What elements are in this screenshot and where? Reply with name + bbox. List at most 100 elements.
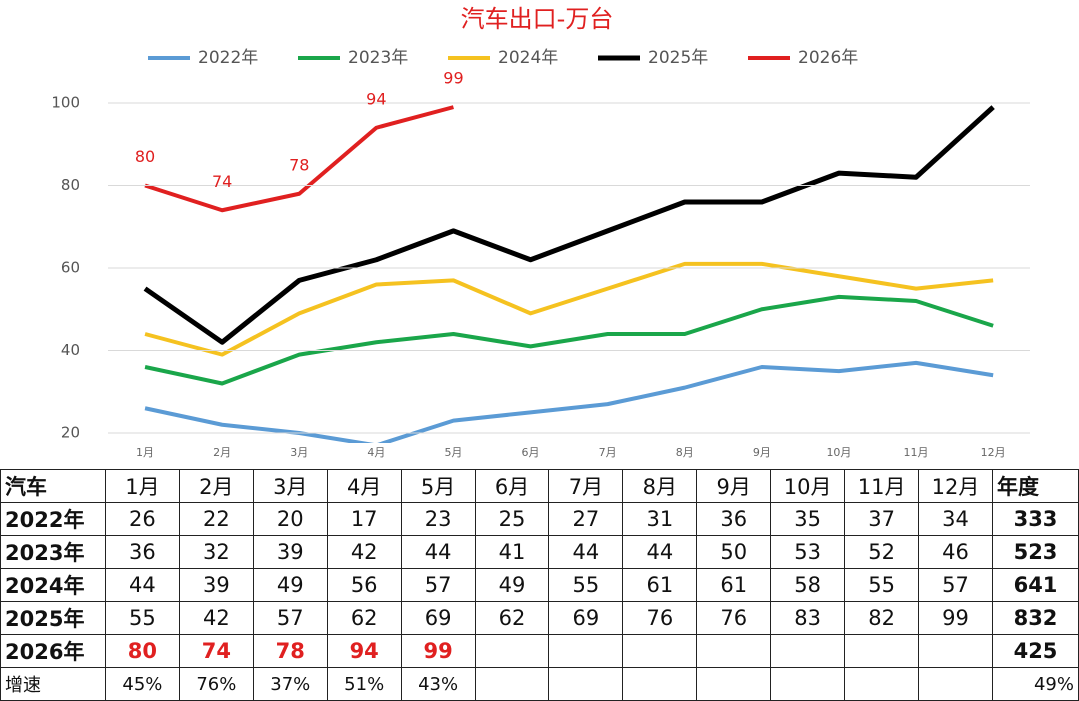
table-cell (918, 667, 993, 701)
table-cell: 4月 (326, 469, 402, 503)
series-line (143, 105, 995, 345)
table-cell: 69 (548, 601, 624, 635)
table-row: 2026年 80 74 78 94 99 425 (0, 634, 1079, 668)
table-cell: 82 (844, 601, 920, 635)
table-cell: 52 (844, 535, 920, 569)
table-cell: 49 (474, 568, 550, 602)
x-tick-label: 3月 (290, 446, 308, 459)
table-cell: 80 (104, 634, 180, 668)
y-tick-label: 100 (51, 94, 80, 112)
table-cell: 7月 (548, 469, 624, 503)
table-cell: 17 (326, 502, 402, 536)
y-tick-label: 80 (61, 176, 80, 194)
table-cell: 39 (252, 535, 328, 569)
table-cell (844, 634, 920, 668)
table-cell (696, 667, 772, 701)
table-cell: 36 (696, 502, 772, 536)
table-cell: 37 (844, 502, 920, 536)
table-cell: 76 (696, 601, 772, 635)
y-tick-label: 40 (61, 341, 80, 359)
table-cell: 5月 (400, 469, 476, 503)
table-cell: 8月 (622, 469, 698, 503)
table-cell: 31 (622, 502, 698, 536)
data-table: 汽车 1月 2月 3月 4月 5月 6月 7月 8月 9月 10月 11月 12月 年度 2022年 26 22… (0, 469, 1079, 701)
table-cell: 11月 (844, 469, 920, 503)
table-cell: 44 (622, 535, 698, 569)
table-cell: 22 (178, 502, 254, 536)
table-cell: 57 (918, 568, 993, 602)
table-cell: 10月 (770, 469, 846, 503)
table-cell: 333 (992, 502, 1079, 536)
legend-label: 2024年 (498, 48, 558, 68)
table-row: 增速 45% 76% 37% 51% 43% 49% (0, 667, 1079, 701)
table-cell (622, 667, 698, 701)
table-cell: 69 (400, 601, 476, 635)
table-cell: 26 (104, 502, 180, 536)
y-tick-label: 20 (61, 424, 80, 442)
table-row: 2022年 26 22 20 17 23 25 27 31 36 35 37 34 333 (0, 502, 1079, 536)
table-cell: 增速 (0, 667, 106, 701)
legend-label: 2025年 (648, 48, 708, 68)
table-cell: 49% (992, 667, 1079, 701)
table-cell: 6月 (474, 469, 550, 503)
legend-label: 2026年 (798, 48, 858, 68)
table-cell: 年度 (992, 469, 1079, 503)
x-tick-label: 7月 (599, 446, 617, 459)
table-row: 2024年 44 39 49 56 57 49 55 61 61 58 55 57 641 (0, 568, 1079, 602)
x-tick-label: 8月 (676, 446, 694, 459)
table-cell (918, 634, 993, 668)
table-cell (548, 667, 624, 701)
table-cell: 523 (992, 535, 1079, 569)
table-cell: 57 (400, 568, 476, 602)
table-cell: 61 (622, 568, 698, 602)
table-cell: 2025年 (0, 601, 106, 635)
table-cell: 2022年 (0, 502, 106, 536)
legend-label: 2023年 (348, 48, 408, 68)
table-cell: 39 (178, 568, 254, 602)
table-cell: 1月 (104, 469, 180, 503)
table-cell: 45% (104, 667, 180, 701)
table-cell: 832 (992, 601, 1079, 635)
data-label: 99 (443, 69, 463, 88)
table-row: 汽车 1月 2月 3月 4月 5月 6月 7月 8月 9月 10月 11月 12月 年度 (0, 469, 1079, 503)
table-cell (622, 634, 698, 668)
data-label: 74 (212, 172, 232, 191)
chart: 汽车出口-万台 20 40 60 80 100 1月 2月 3月 4月 5月 6月 7月 8月 9月 10月… (51, 5, 1030, 459)
table-cell: 25 (474, 502, 550, 536)
x-tick-label: 5月 (444, 446, 462, 459)
table-cell (770, 634, 846, 668)
table-cell: 57 (252, 601, 328, 635)
table-cell (548, 634, 624, 668)
x-tick-label: 10月 (826, 446, 851, 459)
table-cell: 42 (178, 601, 254, 635)
table-cell: 23 (400, 502, 476, 536)
table-cell: 99 (400, 634, 476, 668)
table-cell: 94 (326, 634, 402, 668)
table-cell: 641 (992, 568, 1079, 602)
x-tick-label: 11月 (904, 446, 929, 459)
table-cell: 62 (474, 601, 550, 635)
table-cell: 56 (326, 568, 402, 602)
table-cell: 3月 (252, 469, 328, 503)
table-cell: 74 (178, 634, 254, 668)
table-cell (474, 634, 550, 668)
table-cell: 53 (770, 535, 846, 569)
series-line (144, 261, 994, 357)
table-cell: 44 (400, 535, 476, 569)
table-cell: 27 (548, 502, 624, 536)
table-cell: 42 (326, 535, 402, 569)
table-cell: 20 (252, 502, 328, 536)
table-cell: 46 (918, 535, 993, 569)
data-label: 80 (135, 147, 155, 166)
x-tick-label: 9月 (753, 446, 771, 459)
table-cell: 2023年 (0, 535, 106, 569)
table-cell: 83 (770, 601, 846, 635)
data-label: 78 (289, 155, 309, 174)
data-label: 94 (366, 89, 386, 108)
series-line (144, 360, 994, 443)
table-cell: 汽车 (0, 469, 106, 503)
table-cell: 55 (548, 568, 624, 602)
table-cell: 78 (252, 634, 328, 668)
chart-title: 汽车出口-万台 (461, 5, 614, 33)
